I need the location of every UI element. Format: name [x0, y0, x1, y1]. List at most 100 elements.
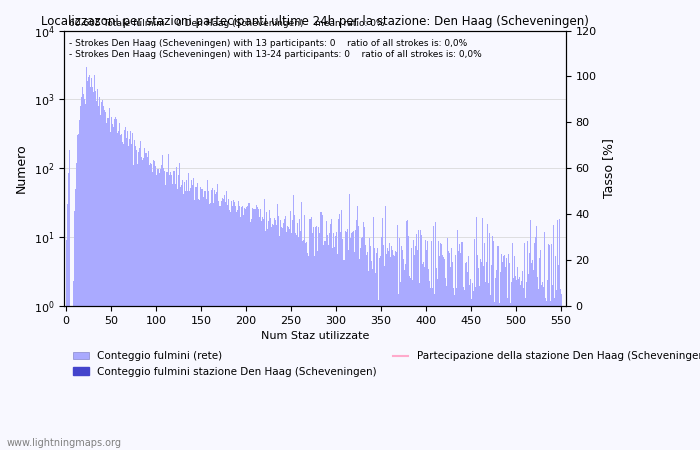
Bar [165, 185, 167, 450]
Bar [526, 282, 527, 450]
Bar [332, 248, 333, 450]
Bar [148, 152, 149, 450]
Bar [531, 263, 532, 450]
Bar [392, 251, 393, 450]
Bar [451, 248, 452, 450]
Bar [372, 256, 373, 450]
Bar [270, 218, 271, 450]
Bar [550, 301, 551, 450]
Bar [536, 225, 538, 450]
Bar [237, 210, 238, 450]
Bar [381, 237, 382, 450]
Bar [134, 140, 135, 450]
Bar [447, 238, 448, 450]
Bar [522, 270, 523, 450]
Bar [488, 283, 489, 450]
Bar [227, 204, 228, 450]
Bar [344, 219, 346, 450]
Bar [89, 75, 90, 450]
Bar [321, 212, 322, 450]
Bar [127, 137, 129, 450]
Bar [82, 87, 83, 450]
Bar [130, 131, 131, 450]
Bar [386, 254, 387, 450]
Bar [250, 222, 251, 450]
Bar [91, 77, 92, 450]
Bar [492, 236, 493, 450]
Bar [512, 243, 513, 450]
Bar [213, 203, 214, 450]
Bar [249, 203, 250, 450]
Bar [436, 268, 438, 450]
Bar [415, 246, 416, 450]
Bar [483, 266, 484, 450]
Bar [430, 288, 431, 450]
Text: - Strokes Den Haag (Scheveningen) with 13-24 participants: 0    ratio of all str: - Strokes Den Haag (Scheveningen) with 1… [69, 50, 482, 59]
Bar [367, 252, 368, 450]
Bar [374, 248, 375, 450]
Bar [440, 243, 441, 450]
Bar [242, 206, 243, 450]
Bar [284, 219, 285, 450]
Bar [444, 238, 445, 450]
Bar [231, 201, 232, 450]
Bar [467, 272, 468, 450]
Bar [473, 291, 475, 450]
Bar [114, 119, 115, 450]
Bar [90, 86, 91, 450]
Bar [159, 173, 160, 450]
Bar [153, 160, 154, 450]
Bar [190, 180, 192, 450]
Bar [71, 306, 73, 450]
Bar [354, 252, 356, 450]
Bar [359, 259, 360, 450]
Bar [414, 255, 415, 450]
Bar [287, 226, 288, 450]
Bar [486, 262, 487, 450]
Bar [310, 219, 312, 450]
Bar [475, 287, 476, 450]
Bar [352, 232, 353, 450]
Bar [476, 217, 477, 450]
Bar [244, 209, 246, 450]
Bar [215, 194, 216, 450]
Bar [375, 273, 376, 450]
Bar [501, 253, 502, 450]
Bar [378, 300, 379, 450]
Bar [552, 225, 554, 450]
Bar [261, 221, 262, 450]
Bar [111, 117, 112, 450]
Bar [172, 184, 173, 450]
Bar [322, 215, 323, 450]
Bar [428, 269, 429, 450]
Bar [356, 220, 357, 450]
Bar [67, 203, 68, 450]
Bar [180, 187, 181, 450]
Bar [360, 238, 362, 450]
Bar [214, 190, 215, 450]
Bar [262, 220, 263, 450]
Bar [559, 219, 560, 450]
Bar [79, 120, 80, 450]
Bar [239, 206, 240, 450]
Bar [466, 262, 467, 450]
Bar [513, 279, 514, 450]
Bar [304, 215, 305, 450]
Bar [327, 251, 328, 450]
Bar [274, 218, 275, 450]
Bar [256, 205, 257, 450]
Bar [123, 144, 124, 450]
Bar [523, 288, 524, 450]
Bar [76, 162, 77, 450]
Bar [265, 231, 266, 450]
Bar [394, 256, 395, 450]
Bar [205, 191, 206, 450]
Bar [152, 172, 153, 450]
Bar [154, 161, 155, 450]
Bar [219, 206, 220, 450]
Bar [198, 199, 199, 450]
Bar [183, 194, 184, 450]
Bar [521, 281, 522, 450]
Bar [463, 288, 464, 450]
Bar [146, 153, 148, 450]
